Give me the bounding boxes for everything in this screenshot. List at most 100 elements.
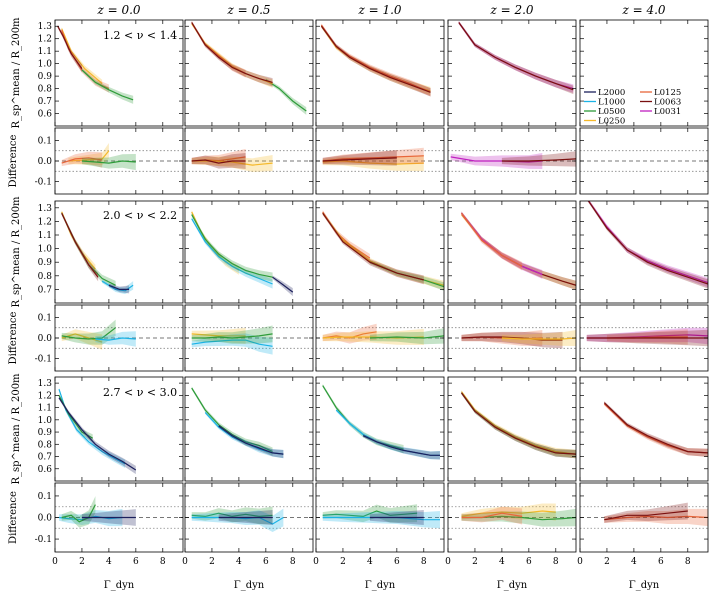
diff-r1c1-line-L1000 [191,339,273,347]
main-r1c1-band-L0500 [191,212,273,282]
main-r1c0-ytick-label: 1.1 [38,231,52,241]
diff-r2c2-xtick-label: 6 [394,557,400,567]
diff-r2c4-xtick-label: 2 [604,557,610,567]
diff-r2c2-xtick-label: 8 [421,557,427,567]
main-r1c0-ytick-label: 1.0 [38,245,53,255]
diff-r0c0-ytick-label: -0.1 [35,178,52,188]
main-r0c1-line-L0500 [265,79,307,112]
diff-r2c4-line-L0063 [604,510,688,521]
main-r2c0-ytick-label: 1.1 [38,404,52,414]
main-r1c3-band-L0063 [461,211,576,290]
main-r1c0-panel: 0.7 0.8 0.9 1.0 1.1 1.2 1.3 [38,200,184,304]
main-r2c1-line-L0500 [191,387,273,453]
diff-r0c3-band-L0063 [501,151,576,167]
diff-r2c4-xtick-label: 6 [658,557,664,567]
diff-r1c2-line-L0500 [369,335,444,339]
main-r2c1-plot-area [191,386,284,459]
diff-r1c0-line-L0250 [61,333,103,343]
main-r2c2-plot-area [322,384,440,460]
main-r0c0-panel: 0.6 0.7 0.8 0.9 1.0 1.1 1.2 1.3 [38,19,184,127]
main-r2c0-panel: 0.6 0.7 0.8 0.9 1.0 1.1 1.2 1.3 [38,376,184,482]
main-r0c1-line-L0250 [191,23,273,85]
main-r2c2-line-L2000 [362,435,440,456]
main-r2c0-line-L0500 [58,395,93,439]
diff-r2c3-xtick-label: 2 [472,557,478,567]
diff-r1c1-panel [184,304,314,372]
main-r2c2-line-L0500 [322,385,404,450]
diff-r2c2-xtick-label: 4 [367,557,373,567]
legend-label-L0031: L0031 [654,107,681,117]
diff-r2c3-panel: 0 2 4 6 8 [445,482,577,567]
main-r2c0-ytick-label: 0.6 [38,465,53,475]
diff-r0c0-ytick-label: 0.1 [38,136,52,146]
main-r1c3-plot-area [461,211,576,290]
column-title-2: z = 1.0 [357,3,401,17]
diff-r0c2-line-L0063 [322,157,397,162]
main-r2c0-ytick-label: 1.2 [38,391,52,401]
column-title-0: z = 0.0 [96,3,140,17]
diff-r1c1-line-L0500 [191,333,273,339]
diff-r2c0-ytick-label: 0.0 [38,514,53,524]
diff-r1c1-band-L1000 [191,333,273,355]
main-r0c3-band-L0063 [458,20,574,95]
main-r0c0-ytick-label: 0.9 [38,72,53,82]
diff-r2c4-xtick-label: 8 [685,557,691,567]
diff-r2c0-ytick-label: -0.1 [35,535,52,545]
diff-r2c3-xtick-label: 6 [526,557,532,567]
diff-r2c1-plot-area [185,506,313,533]
diff-r1c0-ytick-label: -0.1 [35,355,52,365]
legend-label-L0063: L0063 [654,98,681,108]
main-r0c1-panel [184,19,314,127]
main-r1c2-band-L0125 [322,210,370,263]
diff-r2c0-plot-area [55,496,183,529]
diff-r1c3-band-L0063 [461,331,563,349]
main-r1c1-plot-area [191,210,294,297]
main-r2c2-panel [315,376,445,482]
main-r0c0-ytick-label: 0.8 [38,85,53,95]
main-r0c0-line-L0063 [57,25,83,69]
main-r0c2-band-L0063 [321,24,431,97]
main-r1c3-line-L0125 [461,212,523,267]
diff-r0c2-line-L0125 [322,155,424,162]
diff-r2c2-panel: 0 2 4 6 8 [313,482,445,567]
main-r1c2-line-L0063 [322,212,424,281]
main-r2c4-line-L0063 [603,402,708,454]
main-r1c4-band-L0063 [587,201,708,289]
main-r1c2-line-L0250 [322,212,444,286]
nu-label-row-0: 1.2 < ν < 1.4 [103,29,177,42]
column-title-1: z = 0.5 [226,3,270,17]
diff-r2c1-band-L1000 [191,508,284,533]
main-r0c1-plot-area [191,20,307,115]
diff-r2c2-band-L1000 [322,511,440,529]
diff-r0c1-band-L0250 [191,155,273,172]
nu-label-row-1: 2.0 < ν < 2.2 [103,209,177,222]
main-r0c0-line-L0250 [61,28,103,85]
main-r1c0-ytick-label: 0.8 [38,272,53,282]
diff-r2c4-band-L0063 [604,502,688,523]
column-title-4: z = 4.0 [621,3,665,17]
diff-r2c1-xtick-label: 4 [236,557,242,567]
main-r2c4-frame [579,376,709,482]
main-r2c3-plot-area [461,390,576,459]
main-r1c4-band-L0031 [587,201,708,288]
diff-r0c3-line-L0063 [501,158,576,162]
main-r0c0-frame [54,19,184,127]
main-r1c0-band-L0500 [61,211,116,290]
main-r1c0-line-L0500 [61,212,116,286]
main-r1c2-plot-area [322,210,444,291]
ylabel-diff-row-0: Difference [8,134,19,187]
main-r2c0-ytick-label: 0.8 [38,440,53,450]
legend-label-L1000: L1000 [598,98,625,108]
main-r2c2-band-L1000 [336,408,440,460]
main-r0c0-plot-area [57,24,134,104]
diff-r0c2-panel [315,127,445,195]
diff-r0c0-line-L0250 [68,150,110,162]
diff-r0c4-panel [579,127,709,195]
diff-r2c4-xtick-label: 0 [577,557,583,567]
main-r1c3-band-L0031 [461,211,543,279]
main-r1c3-line-L0063 [461,212,576,286]
main-r2c1-band-L0500 [191,386,273,456]
diff-r2c0-xtick-label: 0 [52,557,58,567]
main-r1c0-ytick-label: 1.3 [38,204,53,214]
main-r2c3-line-L0250 [461,391,576,455]
